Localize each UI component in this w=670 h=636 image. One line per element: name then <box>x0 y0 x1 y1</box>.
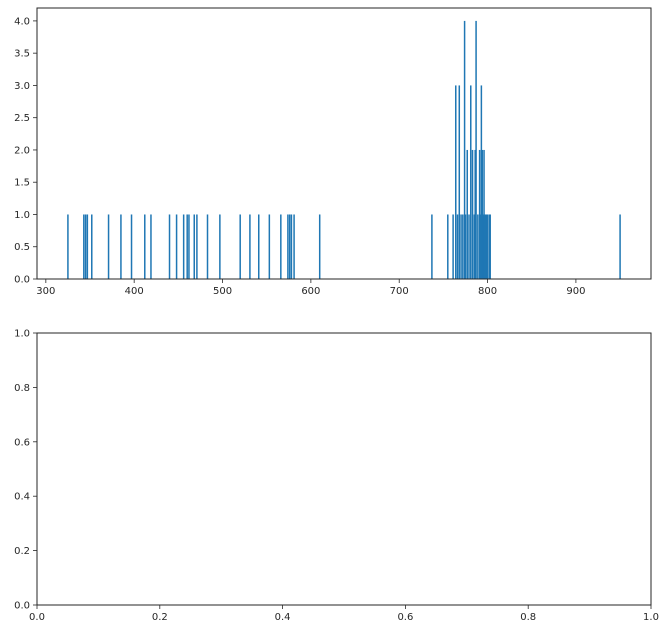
histogram-bar <box>447 214 449 279</box>
histogram-y-tick-label: 3.5 <box>14 49 30 60</box>
histogram-bar <box>458 85 461 280</box>
histogram-bar <box>474 149 476 279</box>
histogram-bar <box>463 20 466 280</box>
histogram-y-tick-label: 3.0 <box>14 81 30 92</box>
empty-axes-y-tick-label: 0.2 <box>14 546 30 557</box>
empty-axes-y-tick-label: 0.4 <box>14 492 30 503</box>
histogram-bar <box>481 149 484 279</box>
histogram-bar <box>130 214 133 279</box>
histogram-bar <box>483 149 485 279</box>
histogram-bar <box>193 214 195 279</box>
histogram-y-tick-label: 0.5 <box>14 242 30 253</box>
histogram-bar <box>84 214 87 279</box>
histogram-bar <box>196 214 198 279</box>
histogram-bar <box>288 214 291 279</box>
histogram-bar <box>219 214 221 279</box>
empty-axes-x-tick-label: 0.2 <box>152 612 168 623</box>
histogram-bar <box>477 214 479 279</box>
histogram-frame <box>36 7 652 280</box>
histogram-x-tick-label: 300 <box>36 286 55 297</box>
histogram-bar <box>471 149 474 279</box>
histogram-bar <box>431 214 433 279</box>
empty-axes: 0.0 0.2 0.4 0.6 0.8 1.0 0.0 0.2 0.4 0.6 0.8 1.0 <box>14 329 659 624</box>
empty-axes-y-tick-label: 0.6 <box>14 437 30 448</box>
empty-axes-y-tick-label: 0.8 <box>14 383 30 394</box>
histogram-bar <box>466 149 468 279</box>
histogram-bar <box>485 214 487 279</box>
histogram-bar <box>168 214 171 279</box>
histogram-y-tick-label: 2.5 <box>14 113 30 124</box>
histogram-bar <box>188 214 190 279</box>
histogram-bar <box>107 214 110 279</box>
empty-axes-y-tick-label: 1.0 <box>14 329 30 340</box>
histogram-bar <box>91 214 93 279</box>
histogram-bar <box>175 214 178 279</box>
histogram-x-tick-label: 700 <box>390 286 409 297</box>
empty-axes-x-tick-label: 0.8 <box>520 612 536 623</box>
histogram-bar <box>488 214 491 279</box>
histogram-bar <box>206 214 209 279</box>
histogram-bar <box>293 214 295 279</box>
empty-axes-x-tick-label: 0.0 <box>29 612 45 623</box>
histogram-bar <box>249 214 251 279</box>
empty-axes-x-tick-label: 1.0 <box>643 612 659 623</box>
histogram-bar <box>120 214 122 279</box>
histogram-bar <box>67 214 69 279</box>
histogram-bar <box>470 85 472 280</box>
histogram-bar <box>186 214 188 279</box>
histogram-y-tick-label: 2.0 <box>14 145 30 156</box>
histogram-bar <box>83 214 85 279</box>
histogram-bar <box>318 214 321 279</box>
histogram-y-tick-label: 1.5 <box>14 178 30 189</box>
histogram-bar <box>478 149 481 279</box>
histogram-bar <box>489 214 491 279</box>
histogram-x-tick-label: 600 <box>301 286 320 297</box>
histogram-bar <box>479 214 482 279</box>
histogram-bar <box>475 20 477 280</box>
histogram-bar <box>456 214 459 279</box>
histogram-bar <box>473 214 476 279</box>
histogram-bar <box>144 214 146 279</box>
histogram-bar <box>150 214 152 279</box>
histogram-x-tick-label: 900 <box>566 286 585 297</box>
histogram-bar <box>239 214 241 279</box>
empty-axes-x-tick-label: 0.6 <box>397 612 413 623</box>
histogram-bar <box>619 214 621 279</box>
histogram-bar <box>484 214 486 279</box>
histogram-bar <box>485 214 488 279</box>
histogram-bar <box>182 214 185 279</box>
histogram-y-tick-label: 0.0 <box>14 275 30 286</box>
histogram-x-tick-label: 800 <box>478 286 497 297</box>
empty-axes-frame <box>36 332 652 606</box>
histogram-bar <box>86 214 89 279</box>
histogram-bar <box>462 214 464 279</box>
histogram-bar <box>482 214 484 279</box>
empty-axes-x-tick-label: 0.4 <box>275 612 291 623</box>
histogram-bar <box>460 214 462 279</box>
histogram-bar <box>464 214 467 279</box>
histogram-x-tick-label: 500 <box>213 286 232 297</box>
empty-axes-y-tick-label: 0.0 <box>14 601 30 612</box>
histogram-bar <box>258 214 260 279</box>
histogram-bar <box>468 214 470 279</box>
histogram-axes: 300 400 500 600 700 800 900 0.0 0.5 1.0 1.5 2.0 2.5 3… <box>14 7 652 297</box>
histogram-bar <box>268 214 271 279</box>
histogram-bar <box>480 85 483 280</box>
histogram-bar <box>290 214 293 279</box>
histogram-bar <box>287 214 289 279</box>
histogram-bar <box>486 214 489 279</box>
histogram-y-tick-label: 4.0 <box>14 16 30 27</box>
histogram-bar <box>455 85 457 280</box>
histogram-y-tick-label: 1.0 <box>14 210 30 221</box>
histogram-bar <box>280 214 282 279</box>
histogram-bar <box>452 214 454 279</box>
histogram-x-tick-label: 400 <box>125 286 144 297</box>
